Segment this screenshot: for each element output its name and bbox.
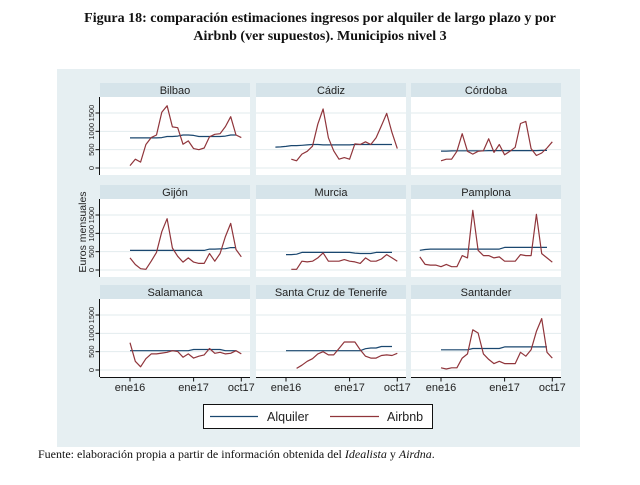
panel: Murcia [256,185,406,277]
source-airdna: Airdna [398,447,432,461]
series-line-alquiler [275,143,392,148]
y-tick-label: 500 [87,245,96,258]
panel-header [256,185,406,199]
y-tick-label: 1500 [87,105,96,122]
y-axis-title: Euros mensuales [77,191,89,272]
source-prefix: Fuente: elaboración propia a partir de i… [38,447,345,461]
plot-area [256,299,406,377]
y-tick-label: 1500 [87,207,96,224]
plot-area [100,299,250,377]
plot-area [411,199,561,277]
y-tick-label: 500 [87,143,96,156]
plot-area [411,97,561,175]
series-line-alquiler [441,346,547,351]
x-tick-label: ene17 [334,382,365,394]
series-line-airbnb [440,318,553,370]
panel: Córdoba [411,83,561,175]
series-line-airbnb [296,341,398,369]
panel-header [100,185,250,199]
plot-area [256,199,406,277]
panel-header [256,285,406,299]
y-tick-label: 0 [87,268,96,272]
series-line-airbnb [129,218,242,270]
figure-title: Figura 18: comparación estimaciones ingr… [0,10,640,46]
source-joiner: y [386,447,399,461]
panel-title: Santa Cruz de Tenerife [275,287,387,299]
x-tick-label: ene17 [178,382,209,394]
y-tick-label: 1000 [87,325,96,342]
panel-header [256,83,406,97]
series-line-airbnb [291,108,398,162]
series-line-airbnb [129,105,242,166]
panel: Cádiz [256,83,406,175]
source-idealista: Idealista [344,447,387,461]
plot-area [411,299,561,377]
figure-title-line-1: Figura 18: comparación estimaciones ingr… [84,11,556,26]
y-tick-label: 500 [87,345,96,358]
panel-header [100,285,250,299]
source-note: Fuente: elaboración propia a partir de i… [38,447,435,462]
y-tick-label: 1000 [87,123,96,140]
figure-title-line-2: Airbnb (ver supuestos). Municipios nivel… [193,29,447,44]
panel-title: Santander [461,287,512,299]
x-tick-label: ene16 [271,382,302,394]
series-line-alquiler [130,348,236,352]
plot-area [100,199,250,277]
panel: Pamplona [411,185,561,277]
series-line-alquiler [130,247,236,251]
legend-label-airbnb: Airbnb [387,410,423,424]
series-line-airbnb [291,252,398,270]
panel-header [411,185,561,199]
panel-title: Murcia [314,187,348,199]
x-tick-label: oct17 [539,382,566,394]
panel-title: Gijón [162,187,188,199]
plot-area [256,97,406,175]
panel-title: Bilbao [160,85,191,97]
series-line-alquiler [286,345,392,352]
series-line-airbnb [440,120,553,162]
series-line-alquiler [130,134,236,139]
y-tick-label: 1000 [87,225,96,242]
y-tick-label: 1500 [87,307,96,324]
panel: Santander ene16 ene17 oct17 [411,285,566,394]
panel: Santa Cruz de Tenerife ene16 ene17 oct17 [256,285,411,394]
series-line-alquiler [441,149,547,152]
x-tick-label: ene16 [426,382,457,394]
x-tick-label: oct17 [384,382,411,394]
panel-header [411,285,561,299]
y-tick-label: 0 [87,166,96,170]
series-line-alquiler [419,246,547,251]
panel-title: Cádiz [317,85,345,97]
series-line-airbnb [419,209,553,268]
panel-header [100,83,250,97]
panel-title: Córdoba [465,85,508,97]
legend: Alquiler Airbnb [203,404,433,429]
x-tick-label: oct17 [228,382,255,394]
panel-title: Salamanca [147,287,203,299]
panel-title: Pamplona [461,187,511,199]
y-tick-label: 0 [87,368,96,372]
source-suffix: . [431,447,435,461]
x-tick-label: ene17 [489,382,520,394]
panel-header [411,83,561,97]
series-line-airbnb [129,342,242,368]
legend-label-alquiler: Alquiler [267,410,309,424]
series-line-alquiler [286,251,392,256]
x-tick-label: ene16 [115,382,146,394]
